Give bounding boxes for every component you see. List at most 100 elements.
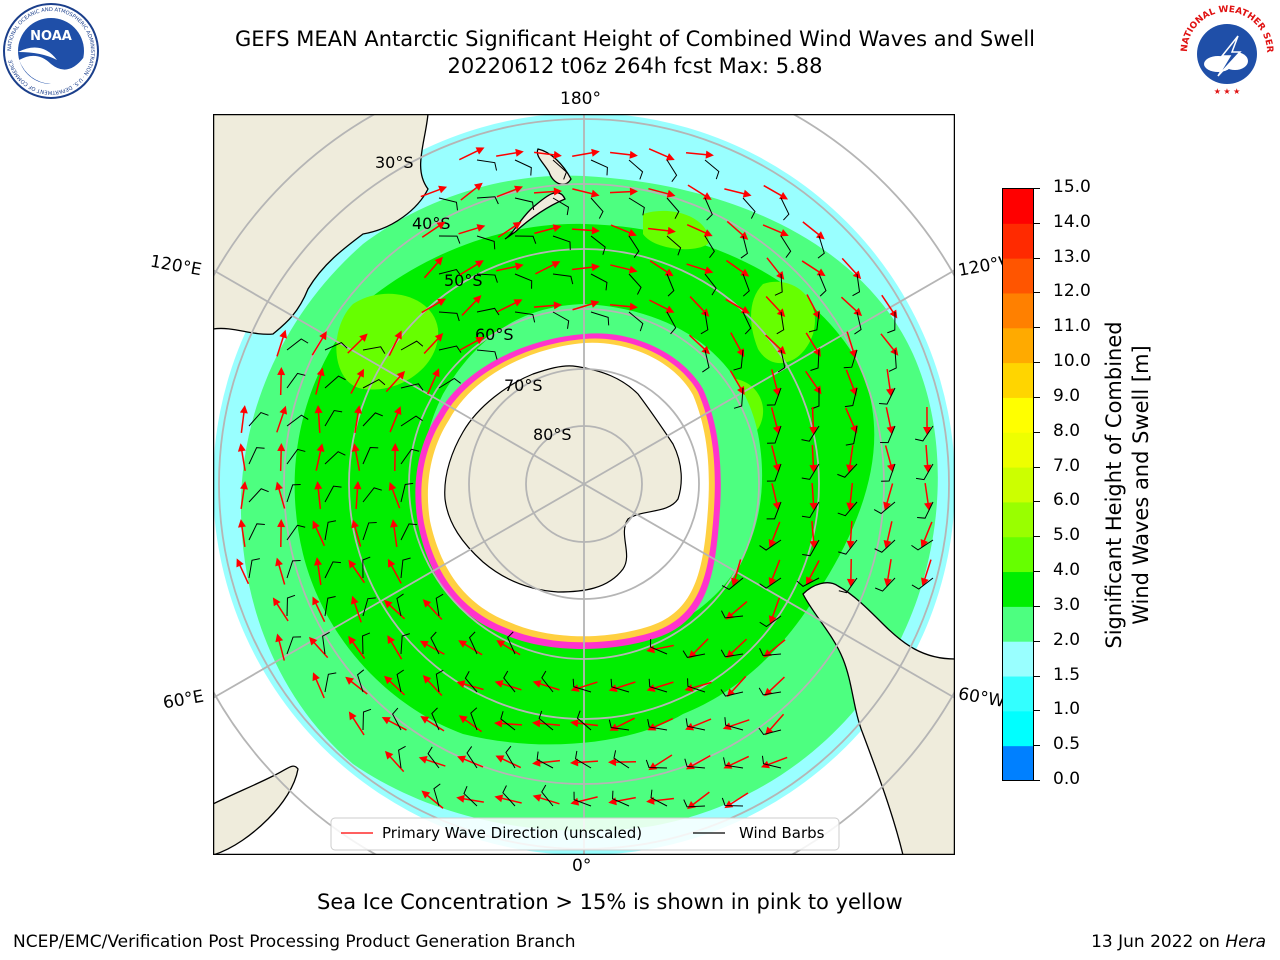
wind-barb [286,414,309,427]
wave-direction-arrowhead [387,635,395,645]
wind-barb [628,159,644,180]
wave-direction-arrowhead [512,221,522,230]
wave-direction-arrowhead [890,347,899,356]
wind-barb [628,311,644,332]
wind-barb [438,311,460,322]
wave-direction-arrowhead [724,800,734,809]
new-zealand-south [504,192,566,240]
wind-barb [704,159,720,180]
wind-barb [505,745,516,769]
colorbar-tick-mark [1034,257,1040,259]
wind-barb [400,482,414,503]
wave-direction-arrowhead [532,719,541,728]
wind-barb [476,273,498,283]
wave-direction-arrowhead [390,519,398,528]
wave-direction-arrowhead [356,368,364,378]
chart-subtitle: 20220612 t06z 264h fcst Max: 5.88 [447,54,823,78]
wind-barb [286,448,306,465]
wave-direction-arrowhead [351,519,359,529]
lat-label-50: 50°S [444,271,483,290]
wind-barb [837,501,858,517]
lon-label-60e: 60°E [161,686,206,714]
wind-barb [873,501,896,515]
wind-barb [777,349,786,373]
wind-barb [433,783,441,807]
wind-barb [356,669,365,693]
wind-barb [362,522,377,541]
wind-barb [852,273,861,297]
colorbar-tick-label: 2.0 [1053,629,1081,650]
wave-direction-arrowhead [272,597,281,607]
wind-barb [476,349,498,360]
wind-barb [324,409,343,427]
wave-direction-arrowhead [813,385,822,395]
wind-barb [645,759,668,769]
wave-direction-arrowhead [279,405,288,415]
wind-barb [396,669,405,693]
wave-direction-arrowhead [475,336,485,345]
wave-direction-arrowhead [805,576,814,586]
wave-direction-arrowhead [348,559,357,569]
wind-barb [400,633,410,655]
wind-barb [874,577,896,592]
wave-direction-arrowhead [312,672,320,682]
colorbar-tick-label: 10.0 [1053,351,1091,372]
wave-direction-arrowhead [666,189,676,198]
colorbar-tick-label: 7.0 [1053,455,1081,476]
wave-direction-arrowhead [474,182,483,191]
colorbar-tick-label: 12.0 [1053,281,1091,302]
wave-direction-arrowhead [277,519,286,528]
wind-barb [502,785,516,807]
wind-barb [845,425,858,446]
wave-direction-arrowhead [776,271,785,280]
wave-direction-arrowhead [591,148,600,157]
wave-direction-arrowhead [456,794,465,803]
wave-direction-arrowhead [532,794,542,802]
wind-barb [854,311,862,335]
wind-barb [874,539,896,553]
wave-direction-arrowhead [853,307,863,317]
noaa-logo: NATIONAL OCEANIC AND ATMOSPHERIC ADMINIS… [3,3,99,99]
wind-barb [438,235,461,244]
wave-direction-arrowhead [275,633,284,643]
noaa-logo-text: NOAA [30,29,72,44]
wind-barb [514,159,532,176]
colorbar-tick-mark [1034,292,1040,294]
wave-direction-arrowhead [422,599,432,608]
wave-direction-arrowhead [809,464,818,473]
wave-direction-arrowhead [742,189,752,198]
colorbar-tick-mark [1034,362,1040,364]
wave-direction-arrowhead [348,635,357,645]
wind-barb [324,485,342,503]
wind-barb [500,711,516,731]
wind-barb [476,307,500,316]
wave-direction-arrowhead [921,577,929,587]
wind-barb [702,349,710,373]
wind-barb [541,784,554,807]
wind-barb [758,687,782,696]
wave-direction-arrowhead [648,762,658,771]
wave-direction-arrowhead [353,481,362,490]
wind-barb [802,539,820,557]
wind-barb [400,523,418,541]
wind-barb [552,311,570,329]
wind-barb [362,412,383,427]
wind-barb [774,273,783,296]
wind-barb [430,631,440,655]
wave-direction-arrowhead [883,501,891,511]
wave-direction-arrowhead [646,684,656,692]
wave-direction-arrowhead [629,302,638,311]
footer-host: Hera [1225,932,1266,952]
colorbar-segment [1003,676,1033,712]
wave-direction-arrowhead [590,189,600,198]
wind-barb [723,757,744,769]
wind-barb [590,273,608,291]
wind-barb [666,159,678,182]
wind-barb [362,556,371,579]
wind-barb [503,670,516,693]
wind-barb [837,463,858,478]
wave-direction-arrowhead [590,300,600,308]
wind-barb [759,539,782,551]
wave-direction-arrowhead [314,405,323,414]
wave-direction-arrowhead [394,330,402,340]
